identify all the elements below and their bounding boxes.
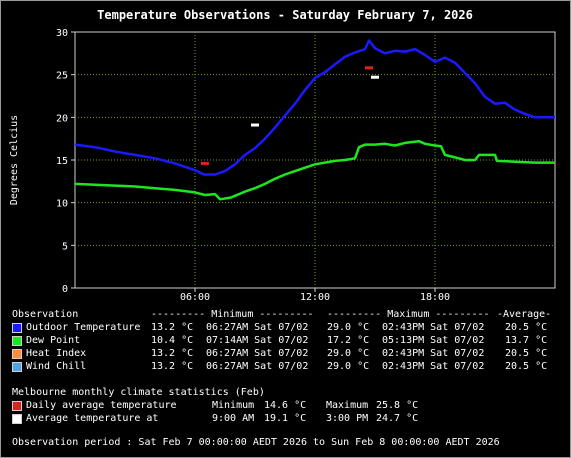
climate-cell-col2: 14.6 °C [264, 400, 307, 411]
table-cell-avg: 20.5 °C [505, 322, 548, 333]
table-cell-avg: 20.5 °C [505, 348, 548, 359]
table-cell-max-val: 17.2 °C [327, 335, 370, 346]
table-cell-max-val: 29.0 °C [327, 322, 370, 333]
table-header-maximum: --------- Maximum --------- [327, 309, 490, 320]
climate-cell-col1: Minimum [212, 400, 255, 411]
x-tick-label: 18:00 [420, 292, 450, 300]
table-header-minimum: --------- Minimum --------- [151, 309, 314, 320]
x-tick-label: 06:00 [180, 292, 210, 300]
table-cell-min-val: 13.2 °C [151, 348, 194, 359]
table-cell-min-val: 13.2 °C [151, 322, 194, 333]
y-tick-label: 10 [56, 199, 68, 210]
y-tick-label: 20 [56, 113, 68, 124]
y-tick-label: 15 [56, 156, 68, 167]
y-axis-label: Degrees Celcius [9, 115, 20, 205]
y-tick-label: 0 [62, 284, 68, 295]
table-cell-name: Heat Index [26, 348, 87, 359]
table-cell-min-time: 06:27AM Sat 07/02 [206, 322, 309, 333]
table-cell-name: Dew Point [26, 335, 81, 346]
table-cell-max-time: 05:13PM Sat 07/02 [382, 335, 485, 346]
climate-swatch [12, 401, 22, 411]
table-cell-avg: 20.5 °C [505, 361, 548, 372]
table-cell-name: Wind Chill [26, 361, 87, 372]
legend-swatch [12, 336, 22, 346]
legend-swatch [12, 362, 22, 372]
table-cell-name: Outdoor Temperature [26, 322, 141, 333]
table-cell-min-time: 07:14AM Sat 07/02 [206, 335, 309, 346]
table-cell-min-time: 06:27AM Sat 07/02 [206, 348, 309, 359]
table-cell-max-time: 02:43PM Sat 07/02 [382, 322, 485, 333]
table-header-observation: Observation [12, 309, 79, 320]
table-cell-min-time: 06:27AM Sat 07/02 [206, 361, 309, 372]
table-cell-max-val: 29.0 °C [327, 348, 370, 359]
table-cell-max-time: 02:43PM Sat 07/02 [382, 361, 485, 372]
table-cell-avg: 13.7 °C [505, 335, 548, 346]
y-tick-label: 25 [56, 71, 68, 82]
table-cell-max-val: 29.0 °C [327, 361, 370, 372]
climate-cell-col2: 19.1 °C [264, 413, 307, 424]
climate-cell-col3: 3:00 PM [326, 413, 369, 424]
series-line-outdoor-temperature [74, 39, 555, 176]
y-tick-label: 30 [56, 28, 68, 39]
climate-marker [201, 161, 209, 165]
climate-marker [371, 75, 379, 79]
climate-cell-col1: 9:00 AM [212, 413, 255, 424]
x-tick-label: 12:00 [300, 292, 330, 300]
table-cell-min-val: 13.2 °C [151, 361, 194, 372]
table-cell-max-time: 02:43PM Sat 07/02 [382, 348, 485, 359]
chart-title: Temperature Observations - Saturday Febr… [97, 8, 473, 22]
climate-marker [365, 66, 373, 70]
climate-cell-col4: 24.7 °C [376, 413, 419, 424]
climate-cell-label: Daily average temperature [26, 400, 177, 411]
series-line-dew-point [74, 139, 555, 201]
climate-cell-label: Average temperature at [26, 413, 159, 424]
temperature-chart: 0 5 10 15 20 25 30 06:00 12:00 18:00 Temperature O… [9, 8, 556, 300]
climate-swatch [12, 414, 22, 424]
climate-title: Melbourne monthly climate statistics (Fe… [12, 387, 265, 398]
table-cell-min-val: 10.4 °C [151, 335, 194, 346]
table-header-average: -Average- [497, 309, 552, 320]
climate-marker [251, 123, 259, 127]
climate-cell-col3: Maximum [326, 400, 369, 411]
observation-period: Observation period : Sat Feb 7 00:00:00 … [12, 437, 500, 448]
climate-cell-col4: 25.8 °C [376, 400, 419, 411]
y-tick-label: 5 [62, 241, 68, 252]
legend-swatch [12, 323, 22, 333]
legend-swatch [12, 349, 22, 359]
